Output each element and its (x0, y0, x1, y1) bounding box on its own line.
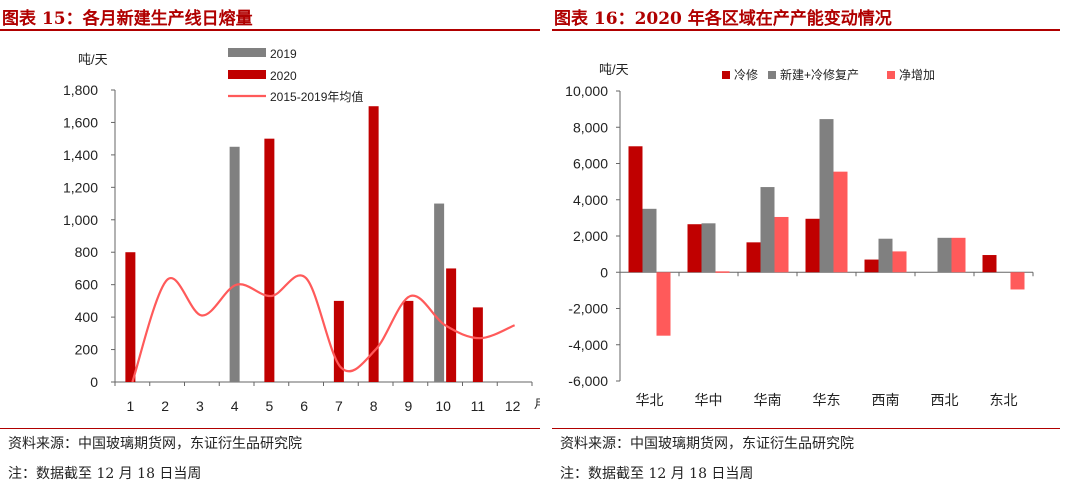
x-tick-label: 7 (335, 398, 343, 414)
bar-2020-m10 (446, 268, 457, 382)
bar-2020-m9 (403, 300, 414, 382)
y-tick-label: -6,000 (568, 373, 608, 389)
bar-2019-m4 (229, 146, 240, 382)
bar-2020-m7 (333, 300, 344, 382)
bar-华南-1 (746, 242, 761, 273)
x-tick-label: 3 (196, 398, 204, 414)
y-tick-label: 400 (75, 309, 99, 325)
x-tick-label: 华东 (813, 392, 841, 408)
legend-swatch-3 (887, 71, 895, 79)
bar-华中-3 (715, 271, 730, 273)
x-tick-label: 西北 (931, 392, 959, 408)
source-rule (0, 428, 540, 429)
monthly-melt-chart: 吨/天 0 200 400 600 800 1,000 1,200 1,400 1,600 1,80… (63, 47, 540, 414)
legend-label-1: 冷修 (734, 67, 758, 82)
y-tick-label: -2,000 (568, 301, 608, 317)
y-tick-label: 1,800 (63, 82, 98, 98)
x-tick-label: 华北 (636, 392, 664, 408)
bar-西南-1 (864, 259, 879, 273)
x-tick-label: 2 (161, 398, 169, 414)
x-tick-label: 8 (370, 398, 378, 414)
figure-15-title: 图表 15：各月新建生产线日熔量 (2, 9, 253, 29)
bar-西北-2 (937, 237, 952, 273)
x-tick-label: 6 (300, 398, 308, 414)
bar-2020-m5 (264, 138, 275, 382)
title-rule (0, 29, 540, 31)
legend-swatch-2020 (228, 70, 266, 79)
left-figure-panel: 图表 15：各月新建生产线日熔量 吨/天 0 200 400 600 800 1,000 1,… (0, 9, 540, 482)
right-figure-panel: 图表 16：2020 年各区域在产产能变动情况 吨/天 -6,000 -4,000 -… (552, 0, 1080, 497)
source-text: 资料来源：中国玻璃期货网，东证衍生品研究院 (560, 436, 854, 452)
bar-2020-m8 (368, 106, 379, 382)
bar-东北-1 (982, 255, 997, 273)
bar-2020-m11 (472, 307, 483, 382)
y-tick-label: 1,600 (63, 114, 98, 130)
legend-label-2: 新建+冷修复产 (780, 67, 859, 82)
x-tick-label: 1 (126, 398, 134, 414)
x-tick-label: 东北 (990, 392, 1018, 408)
bar-西南-2 (878, 238, 893, 273)
legend-label-average: 2015-2019年均值 (270, 89, 363, 104)
y-tick-label: 0 (600, 264, 608, 280)
bar-华北-2 (642, 208, 657, 273)
bar-西北-3 (951, 237, 966, 273)
x-tick-label: 10 (435, 398, 451, 414)
bar-华东-3 (833, 171, 848, 273)
bar-华中-2 (701, 223, 716, 273)
regional-capacity-chart: 吨/天 -6,000 -4,000 -2,000 0 2,000 4,000 6,000 8,0… (565, 62, 1034, 408)
x-tick-label: 西南 (872, 392, 900, 408)
title-rule (552, 29, 1060, 31)
legend-label-3: 净增加 (899, 68, 935, 82)
bar-华北-1 (628, 146, 643, 273)
bar-华北-3 (656, 272, 671, 336)
bar-西南-3 (892, 251, 907, 273)
y-tick-label: 4,000 (573, 192, 608, 208)
note-text: 注：数据截至 12 月 18 日当周 (8, 466, 202, 482)
legend-label-2019: 2019 (270, 47, 297, 61)
x-tick-label: 5 (265, 398, 273, 414)
y-tick-label: 800 (75, 244, 99, 260)
bar-华南-2 (760, 187, 775, 273)
y-tick-label: 2,000 (573, 228, 608, 244)
y-tick-label: 1,000 (63, 212, 98, 228)
x-tick-label: 12 (505, 398, 521, 414)
bar-2019-m10 (434, 203, 445, 382)
legend-swatch-2 (768, 71, 776, 79)
y-tick-label: 200 (75, 342, 99, 358)
y-tick-label: 1,200 (63, 179, 98, 195)
note-text: 注：数据截至 12 月 18 日当周 (560, 466, 754, 482)
y-tick-label: 10,000 (565, 83, 608, 99)
bar-华中-1 (687, 224, 702, 273)
bar-华南-3 (774, 216, 789, 273)
line-2015-2019-average (131, 274, 516, 383)
figure-16-title: 图表 16：2020 年各区域在产产能变动情况 (554, 9, 892, 29)
legend-label-2020: 2020 (270, 69, 297, 83)
x-tick-label: 9 (404, 398, 412, 414)
y-axis-unit-label: 吨/天 (78, 52, 108, 67)
y-tick-label: 0 (90, 374, 98, 390)
x-axis-unit-label: 月 (534, 397, 540, 411)
bar-2020-m1 (125, 252, 136, 382)
y-tick-label: 6,000 (573, 156, 608, 172)
bar-华东-1 (805, 218, 820, 273)
y-axis-unit-label: 吨/天 (599, 62, 629, 77)
bar-华东-2 (819, 119, 834, 273)
bar-东北-3 (1010, 272, 1025, 290)
x-tick-label: 4 (231, 398, 239, 414)
y-tick-label: 1,400 (63, 147, 98, 163)
x-tick-label: 华中 (695, 392, 723, 408)
legend-swatch-2019 (228, 48, 266, 57)
x-tick-label: 11 (471, 398, 486, 414)
y-tick-label: -4,000 (568, 337, 608, 353)
legend-swatch-1 (722, 71, 730, 79)
source-text: 资料来源：中国玻璃期货网，东证衍生品研究院 (8, 436, 302, 452)
y-tick-label: 8,000 (573, 119, 608, 135)
y-tick-label: 600 (75, 277, 99, 293)
x-tick-label: 华南 (754, 392, 782, 408)
source-rule (552, 428, 1060, 429)
